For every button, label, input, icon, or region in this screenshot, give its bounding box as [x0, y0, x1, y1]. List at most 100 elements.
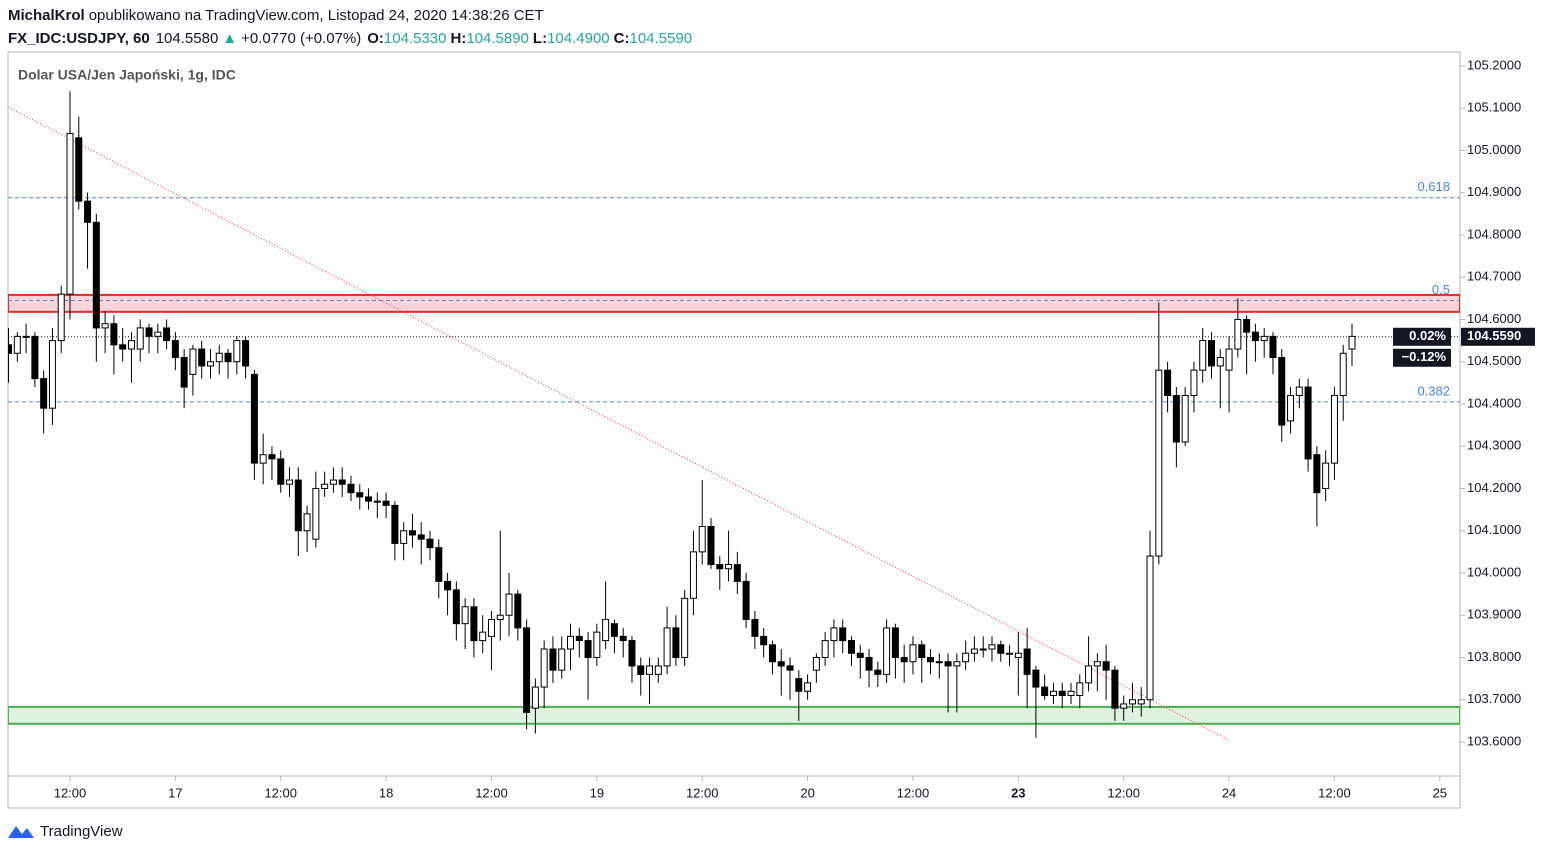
candle-body: [1014, 652, 1022, 658]
candle-body: [1304, 386, 1312, 460]
candle-body: [812, 656, 820, 671]
x-tick-label: 12:00: [1107, 785, 1140, 800]
candle-body: [523, 627, 531, 713]
candle-body: [593, 631, 601, 658]
candle-body: [549, 648, 557, 671]
candle-body: [865, 656, 873, 671]
x-tick-label: 25: [1433, 785, 1447, 800]
candle-body: [628, 640, 636, 667]
footer-logo: [8, 826, 34, 838]
candle-body: [417, 534, 425, 540]
candle-body: [716, 564, 724, 570]
candle-body: [1330, 395, 1338, 464]
candle-body: [689, 551, 697, 599]
y-tick-label: 104.9000: [1467, 184, 1521, 199]
candle-body: [847, 640, 855, 654]
candle-body: [874, 669, 882, 675]
brand: TradingView: [40, 823, 123, 840]
candle-body: [786, 665, 794, 671]
y-tick-label: 104.6000: [1467, 311, 1521, 326]
candle-body: [408, 530, 416, 536]
fib-label: 0.618: [1417, 179, 1450, 194]
zone: [8, 293, 1460, 313]
trendline: [8, 106, 1229, 741]
candle-body: [795, 678, 803, 692]
candle-body: [119, 344, 127, 350]
candle-body: [953, 661, 961, 667]
candle-body: [198, 348, 206, 367]
x-tick-label: 19: [590, 785, 604, 800]
candle-body: [435, 547, 443, 582]
candle-body: [224, 352, 232, 363]
candle-body: [1006, 652, 1014, 655]
candle-body: [1208, 340, 1216, 367]
candle-body: [839, 627, 847, 642]
x-tick-label: 18: [379, 785, 393, 800]
candle-body: [1023, 648, 1031, 675]
candle-body: [768, 644, 776, 663]
h-label: H:: [451, 30, 467, 47]
candle-body: [373, 500, 381, 503]
candle-body: [1172, 395, 1180, 443]
candle-body: [452, 589, 460, 625]
candle-body: [259, 454, 267, 464]
candle-body: [602, 618, 610, 642]
candle-body: [57, 293, 65, 342]
y-tick-label: 104.2000: [1467, 480, 1521, 495]
candle-body: [154, 331, 162, 337]
candle-body: [1085, 665, 1093, 684]
badge-box: [1393, 327, 1451, 346]
candle-body: [206, 361, 214, 367]
candle-body: [733, 564, 741, 582]
candle-body: [75, 137, 83, 202]
last-price-box: [1461, 327, 1535, 346]
candle-body: [962, 652, 970, 663]
c-label: C:: [614, 30, 630, 47]
candle-body: [1287, 395, 1295, 422]
candle-body: [400, 530, 408, 544]
candle-body: [751, 618, 759, 637]
x-tick-label: 12:00: [897, 785, 930, 800]
candle-body: [136, 327, 144, 350]
y-tick-label: 104.5000: [1467, 353, 1521, 368]
candle-body: [505, 593, 513, 616]
header-line-1: MichalKrol opublikowano na TradingView.co…: [8, 7, 544, 24]
candle-body: [646, 665, 654, 675]
x-tick-label: 23: [1011, 785, 1025, 800]
candle-body: [891, 627, 899, 658]
x-tick-label: 12:00: [54, 785, 87, 800]
candle-body: [540, 648, 548, 688]
candle-body: [286, 479, 294, 485]
candle-body: [610, 623, 618, 637]
candle-body: [707, 525, 715, 566]
arrow: ▲: [222, 30, 237, 47]
y-tick-label: 104.4000: [1467, 395, 1521, 410]
y-tick-label: 104.3000: [1467, 438, 1521, 453]
candle-body: [1260, 335, 1268, 342]
candle-body: [189, 348, 197, 375]
candle-body: [268, 454, 276, 460]
candle-body: [567, 635, 575, 650]
candle-body: [338, 479, 346, 485]
candle-body: [1058, 690, 1066, 697]
candle-body: [215, 352, 223, 363]
candle-body: [312, 487, 320, 540]
candle-body: [13, 335, 21, 354]
candle-body: [294, 479, 302, 532]
candle-body: [1339, 352, 1347, 397]
y-tick-label: 105.0000: [1467, 142, 1521, 157]
candle-body: [84, 200, 92, 223]
candle-body: [1243, 318, 1251, 333]
candle-body: [698, 525, 706, 553]
y-tick-label: 104.8000: [1467, 226, 1521, 241]
candle-body: [883, 627, 891, 675]
candle-body: [22, 335, 30, 338]
candle-body: [347, 483, 355, 494]
candle-body: [804, 682, 812, 692]
candle-body: [382, 500, 390, 506]
candle-body: [672, 627, 680, 658]
badge-box: [1393, 348, 1451, 367]
candle-body: [180, 356, 188, 388]
candle-body: [110, 323, 118, 346]
